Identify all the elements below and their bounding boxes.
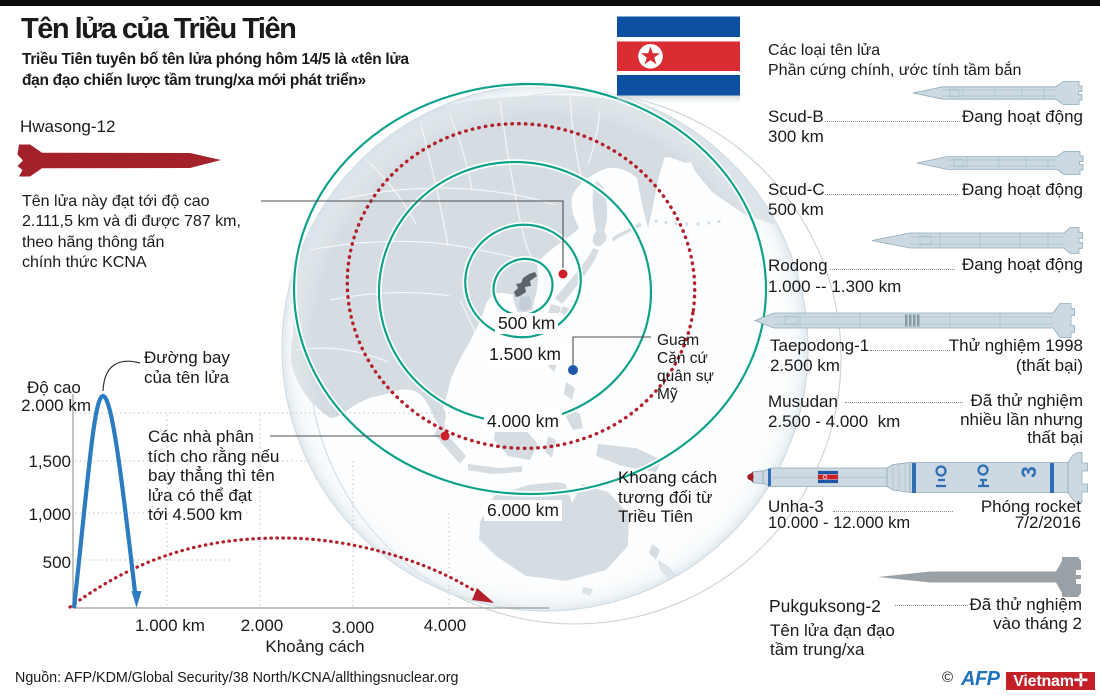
svg-text:3: 3: [1018, 466, 1041, 478]
